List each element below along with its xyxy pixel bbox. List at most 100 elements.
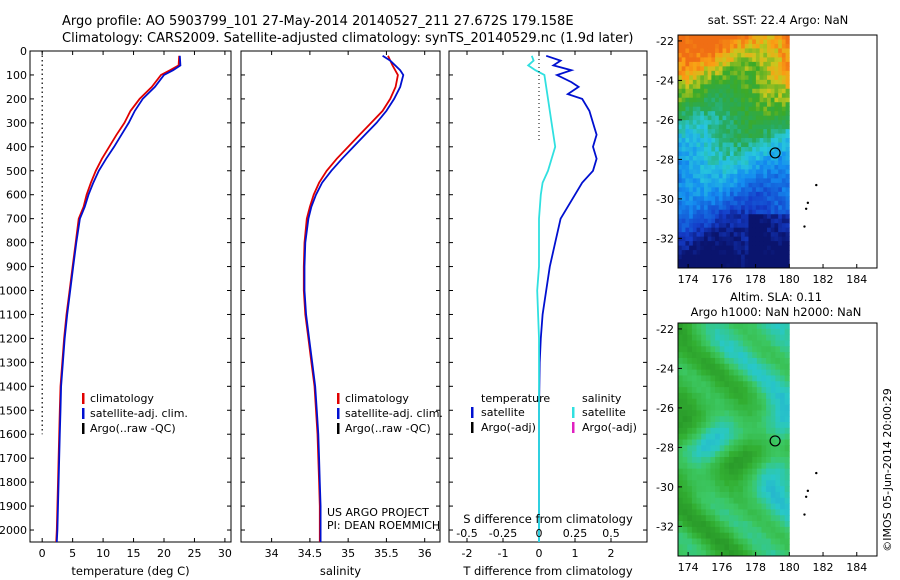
heatmap-cell [778,191,783,197]
heatmap-cell [752,151,757,157]
heatmap-cell [692,164,697,170]
heatmap-cell [780,387,786,394]
heatmap-cell [689,241,694,246]
heatmap-cell [724,392,730,400]
heatmap-cell [685,182,690,188]
heatmap-cell [707,102,712,108]
heatmap-cell [755,263,761,269]
heatmap-cell [710,462,716,470]
heatmap-cell [696,491,702,499]
heatmap-cell [696,232,701,238]
heatmap-cell [707,138,712,143]
x-tick-label: -2 [462,547,473,560]
heatmap-cell [761,346,767,353]
heatmap-cell [733,259,738,264]
heatmap-cell [781,173,786,179]
heatmap-cell [785,227,790,233]
x-tick-label: 184 [846,561,867,574]
heatmap-cell [744,214,749,220]
heatmap-cell [737,214,742,220]
heatmap-cell [689,169,694,175]
heatmap-cell [682,451,688,458]
heatmap-cell [784,392,790,400]
heatmap-cell [710,433,716,440]
heatmap-cell [761,369,767,376]
heatmap-cell [707,245,712,251]
heatmap-cell [767,182,772,188]
heatmap-cell [703,35,709,40]
heatmap-cell [738,497,744,504]
heatmap-cell [687,334,693,341]
heatmap-cell [770,196,775,202]
heatmap-cell [689,57,694,63]
heatmap-cell [738,526,744,534]
heatmap-cell [715,124,720,130]
heatmap-cell [755,88,761,94]
heatmap-cell [707,263,712,269]
heatmap-cell [692,187,697,193]
heatmap-cell [678,439,684,446]
heatmap-cell [678,232,683,238]
heatmap-cell [785,84,790,90]
heatmap-cell [738,387,744,394]
heatmap-cell [682,439,688,446]
heatmap-cell [682,334,688,341]
heatmap-cell [774,214,779,220]
heatmap-cell [770,480,776,487]
heatmap-cell [761,497,767,504]
heatmap-cell [715,151,720,157]
heatmap-cell [763,142,768,148]
legend-label: climatology [345,392,409,405]
heatmap-cell [733,340,739,347]
heatmap-cell [703,39,709,45]
heatmap-cell [681,84,686,90]
heatmap-cell [678,491,684,499]
header-line-1: Argo profile: AO 5903799_101 27-May-2014… [62,14,574,29]
heatmap-cell [737,111,742,117]
heatmap-cell [744,70,749,76]
heatmap-cell [744,39,749,45]
heatmap-cell [752,124,757,130]
heatmap-cell [729,328,735,336]
heatmap-cell [729,427,735,435]
heatmap-cell [705,328,711,336]
heatmap-cell [778,61,783,67]
heatmap-cell [756,357,762,365]
heatmap-cell [763,263,768,269]
heatmap-cell [682,538,688,545]
heatmap-cell [711,200,716,206]
heatmap-cell [785,52,790,58]
heatmap-cell [696,254,701,260]
heatmap-cell [781,147,786,152]
heatmap-cell [715,209,720,215]
heatmap-cell [785,39,790,45]
heatmap-cell [722,187,727,193]
heatmap-cell [700,187,705,193]
heatmap-cell [724,509,730,516]
heatmap-cell [691,352,697,359]
heatmap-cell [715,346,721,353]
heatmap-cell [755,120,761,126]
heatmap-cell [737,178,742,184]
heatmap-cell [744,182,749,188]
heatmap-cell [748,84,753,90]
heatmap-cell [770,346,776,353]
heatmap-cell [778,209,783,215]
heatmap-cell [737,70,742,76]
heatmap-cell [756,550,762,557]
legend-swatch [337,393,340,404]
heatmap-cell [748,245,753,251]
heatmap-cell [726,214,731,220]
heatmap-cell [763,102,768,108]
heatmap-cell [778,160,783,166]
heatmap-cell [718,259,723,264]
heatmap-cell [682,369,688,376]
heatmap-cell [767,236,772,242]
heatmap-cell [747,515,753,522]
heatmap-cell [691,462,697,470]
heatmap-cell [696,404,702,411]
heatmap-cell [722,79,727,85]
x-tick-label: 2 [608,547,615,560]
heatmap-cell [729,178,735,184]
heatmap-cell [715,497,721,504]
